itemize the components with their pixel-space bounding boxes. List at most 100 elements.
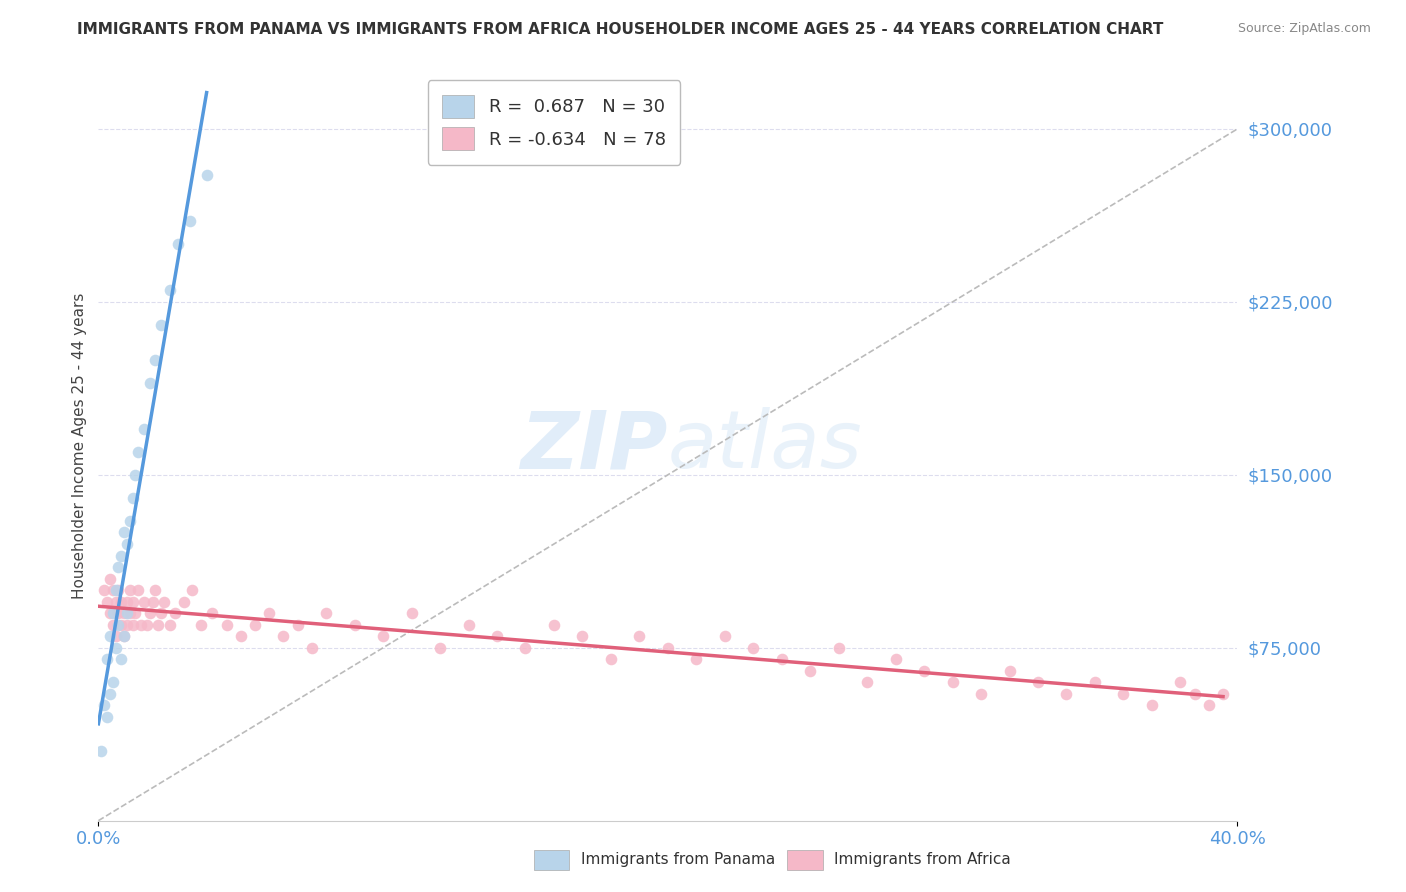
Bar xyxy=(787,850,823,870)
Point xyxy=(315,606,337,620)
Point xyxy=(121,491,143,505)
Point xyxy=(101,583,124,598)
Bar xyxy=(534,850,569,870)
Point xyxy=(124,467,146,482)
Point xyxy=(107,560,129,574)
Point xyxy=(124,606,146,620)
Point xyxy=(96,710,118,724)
Point xyxy=(115,617,138,632)
Point xyxy=(98,629,121,643)
Text: Immigrants from Africa: Immigrants from Africa xyxy=(834,853,1011,867)
Point xyxy=(457,617,479,632)
Point xyxy=(799,664,821,678)
Point xyxy=(96,652,118,666)
Point xyxy=(685,652,707,666)
Point xyxy=(110,594,132,608)
Point xyxy=(1184,687,1206,701)
Point xyxy=(159,617,181,632)
Point xyxy=(112,606,135,620)
Point xyxy=(121,594,143,608)
Point xyxy=(373,629,395,643)
Point xyxy=(856,675,879,690)
Point xyxy=(181,583,204,598)
Point xyxy=(543,617,565,632)
Point xyxy=(112,629,135,643)
Point xyxy=(912,664,935,678)
Point xyxy=(165,606,187,620)
Text: ZIP: ZIP xyxy=(520,407,668,485)
Point xyxy=(828,640,851,655)
Point xyxy=(179,214,201,228)
Point xyxy=(1112,687,1135,701)
Point xyxy=(110,549,132,563)
Point xyxy=(167,237,190,252)
Point xyxy=(970,687,993,701)
Point xyxy=(141,594,163,608)
Point xyxy=(118,514,141,528)
Text: atlas: atlas xyxy=(668,407,863,485)
Point xyxy=(195,168,218,182)
Point xyxy=(148,617,170,632)
Point xyxy=(1056,687,1078,701)
Point xyxy=(145,352,167,367)
Point xyxy=(98,572,121,586)
Point xyxy=(104,594,127,608)
Point xyxy=(301,640,323,655)
Point xyxy=(127,583,149,598)
Point xyxy=(1198,698,1220,713)
Point xyxy=(770,652,793,666)
Point xyxy=(401,606,423,620)
Point xyxy=(243,617,266,632)
Point xyxy=(714,629,737,643)
Point xyxy=(145,583,167,598)
Point xyxy=(150,318,173,332)
Point xyxy=(112,525,135,540)
Point xyxy=(287,617,309,632)
Point xyxy=(118,583,141,598)
Point xyxy=(93,698,115,713)
Point xyxy=(1084,675,1107,690)
Point xyxy=(110,652,132,666)
Text: Source: ZipAtlas.com: Source: ZipAtlas.com xyxy=(1237,22,1371,36)
Point xyxy=(115,606,138,620)
Point xyxy=(101,675,124,690)
Point xyxy=(343,617,366,632)
Point xyxy=(98,687,121,701)
Point xyxy=(90,744,112,758)
Point xyxy=(515,640,537,655)
Legend: R =  0.687   N = 30, R = -0.634   N = 78: R = 0.687 N = 30, R = -0.634 N = 78 xyxy=(427,80,681,165)
Point xyxy=(115,594,138,608)
Point xyxy=(273,629,295,643)
Point xyxy=(153,594,176,608)
Point xyxy=(486,629,509,643)
Point xyxy=(127,444,149,458)
Point xyxy=(138,606,160,620)
Point xyxy=(742,640,765,655)
Point xyxy=(93,583,115,598)
Point xyxy=(129,617,152,632)
Point xyxy=(1212,687,1234,701)
Point xyxy=(201,606,224,620)
Text: Immigrants from Panama: Immigrants from Panama xyxy=(581,853,775,867)
Point xyxy=(1140,698,1163,713)
Point xyxy=(110,617,132,632)
Point xyxy=(96,594,118,608)
Point xyxy=(115,537,138,551)
Point xyxy=(628,629,651,643)
Point xyxy=(1026,675,1049,690)
Point xyxy=(429,640,451,655)
Point xyxy=(101,617,124,632)
Point xyxy=(1170,675,1192,690)
Point xyxy=(104,583,127,598)
Point xyxy=(600,652,623,666)
Point xyxy=(104,629,127,643)
Point xyxy=(259,606,281,620)
Point xyxy=(190,617,212,632)
Point xyxy=(132,422,155,436)
Point xyxy=(98,606,121,620)
Point xyxy=(159,284,181,298)
Point xyxy=(121,617,143,632)
Point xyxy=(173,594,195,608)
Point xyxy=(135,617,157,632)
Text: IMMIGRANTS FROM PANAMA VS IMMIGRANTS FROM AFRICA HOUSEHOLDER INCOME AGES 25 - 44: IMMIGRANTS FROM PANAMA VS IMMIGRANTS FRO… xyxy=(77,22,1164,37)
